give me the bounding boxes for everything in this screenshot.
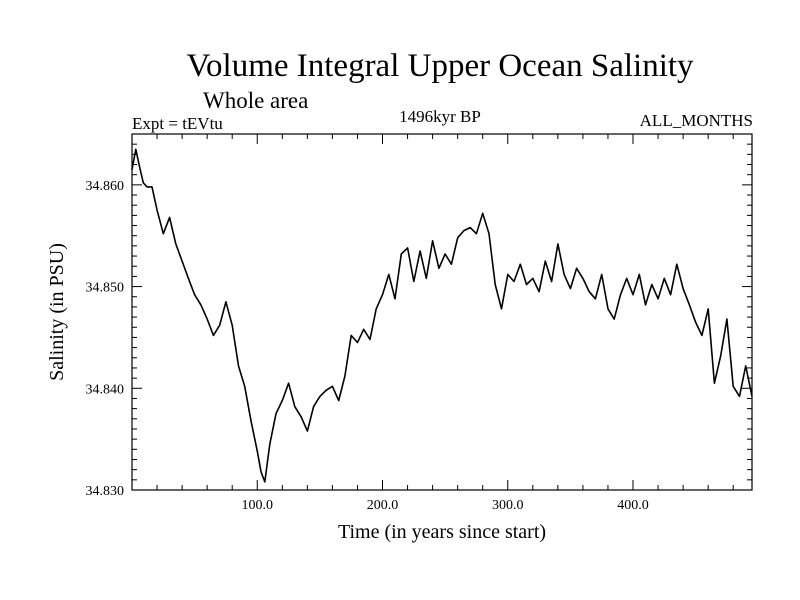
x-tick-label: 300.0: [492, 498, 524, 513]
y-tick-label: 34.840: [86, 382, 125, 397]
period-label: 1496kyr BP: [399, 107, 481, 126]
y-axis-label: Salinity (in PSU): [46, 243, 68, 381]
chart-title: Volume Integral Upper Ocean Salinity: [186, 48, 694, 84]
experiment-label: Expt = tEVtu: [132, 114, 223, 133]
months-label: ALL_MONTHS: [639, 111, 753, 130]
y-tick-label: 34.850: [86, 281, 125, 296]
plot-frame: [131, 133, 753, 491]
tick-labels: 100.0 200.0 300.0 400.0 34.830 34.840 34.850 34…: [86, 179, 649, 513]
y-tick-label: 34.830: [86, 484, 125, 499]
axis-ticks: [132, 134, 752, 491]
x-axis-label: Time (in years since start): [338, 521, 546, 543]
y-tick-label: 34.860: [86, 179, 125, 194]
x-tick-label: 100.0: [242, 498, 274, 513]
salinity-series-line: [131, 148, 753, 483]
chart-subtitle: Whole area: [203, 88, 309, 113]
x-tick-label: 200.0: [367, 498, 399, 513]
x-tick-label: 400.0: [617, 498, 649, 513]
